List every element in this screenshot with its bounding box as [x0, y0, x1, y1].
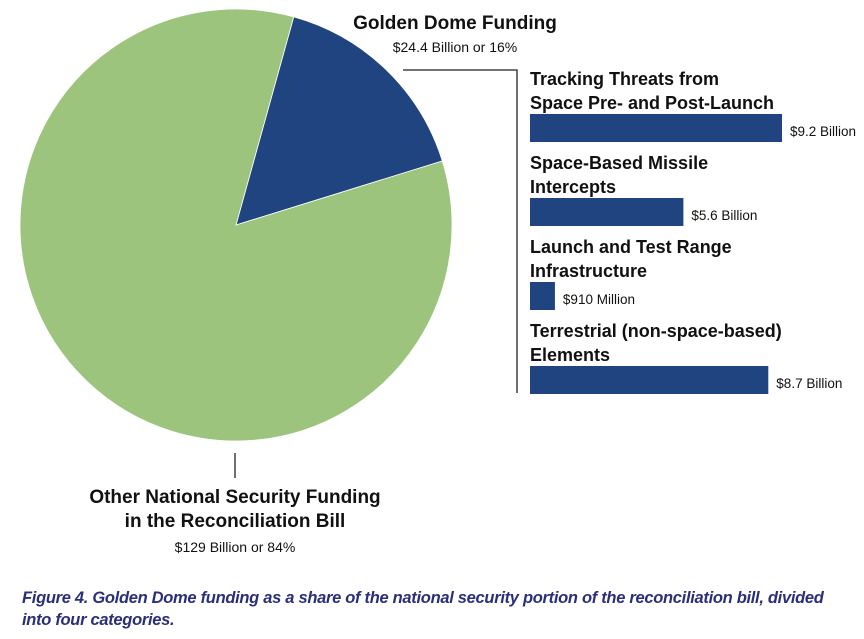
bar-value-0: $9.2 Billion: [790, 124, 856, 139]
bar-label-3-line-2: Elements: [530, 345, 610, 365]
other-label-line-1: Other National Security Funding: [89, 487, 380, 508]
bar-label-0-line-1: Tracking Threats from: [530, 69, 719, 89]
figure-caption: Figure 4. Golden Dome funding as a share…: [22, 589, 824, 629]
bar-label-0-line-2: Space Pre- and Post-Launch: [530, 93, 774, 113]
bar-0: [530, 114, 782, 142]
other-label-line-2: in the Reconciliation Bill: [125, 511, 346, 532]
pie-slice-1: [19, 8, 453, 442]
bar-value-1: $5.6 Billion: [691, 208, 757, 223]
bar-label-1-line-2: Intercepts: [530, 177, 616, 197]
bar-3: [530, 366, 769, 394]
other-value: $129 Billion or 84%: [175, 539, 296, 555]
golden-dome-label: Golden Dome Funding: [353, 13, 557, 34]
chart-svg: Golden Dome Funding $24.4 Billion or 16% O…: [19, 8, 856, 555]
breakdown-bracket: [403, 69, 518, 393]
funding-chart: Golden Dome Funding $24.4 Billion or 16% O…: [19, 8, 856, 555]
bar-value-3: $8.7 Billion: [776, 376, 842, 391]
bar-2: [530, 282, 555, 310]
bar-label-2-line-1: Launch and Test Range: [530, 237, 732, 257]
bar-label-2-line-2: Infrastructure: [530, 261, 647, 281]
bar-label-3-line-1: Terrestrial (non-space-based): [530, 321, 782, 341]
bar-1: [530, 198, 684, 226]
golden-dome-value: $24.4 Billion or 16%: [393, 39, 518, 55]
bar-value-2: $910 Million: [563, 292, 635, 307]
pie-slice-0: [235, 16, 443, 226]
bar-label-1-line-1: Space-Based Missile: [530, 153, 708, 173]
